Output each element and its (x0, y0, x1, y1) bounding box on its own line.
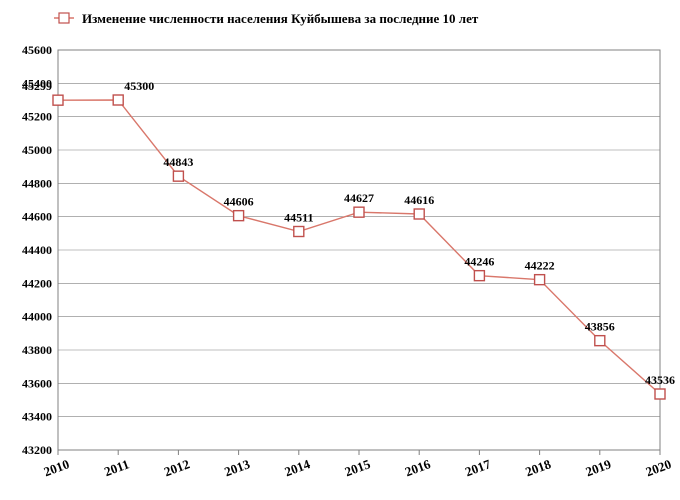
data-label: 44511 (284, 211, 313, 225)
data-marker (294, 227, 304, 237)
data-label: 44843 (163, 155, 193, 169)
data-marker (53, 95, 63, 105)
y-tick-label: 44000 (22, 310, 52, 324)
legend-marker-icon (59, 13, 69, 23)
legend-label: Изменение численности населения Куйбышев… (82, 11, 479, 26)
y-tick-label: 44600 (22, 210, 52, 224)
data-marker (655, 389, 665, 399)
data-label: 43856 (585, 320, 615, 334)
y-tick-label: 44800 (22, 176, 52, 190)
data-marker (414, 209, 424, 219)
y-tick-label: 43800 (22, 343, 52, 357)
data-marker (354, 207, 364, 217)
data-marker (535, 275, 545, 285)
data-marker (474, 271, 484, 281)
y-tick-label: 44200 (22, 276, 52, 290)
y-tick-label: 45000 (22, 143, 52, 157)
data-label: 44627 (344, 191, 374, 205)
y-tick-label: 45200 (22, 110, 52, 124)
data-marker (173, 171, 183, 181)
data-label: 44606 (224, 195, 254, 209)
data-label: 45299 (22, 79, 52, 93)
y-tick-label: 43600 (22, 376, 52, 390)
y-tick-label: 43200 (22, 443, 52, 457)
data-label: 43536 (645, 373, 675, 387)
data-marker (234, 211, 244, 221)
y-tick-label: 44400 (22, 243, 52, 257)
data-marker (595, 336, 605, 346)
y-tick-label: 45600 (22, 43, 52, 57)
data-label: 44222 (525, 259, 555, 273)
y-tick-label: 43400 (22, 410, 52, 424)
data-marker (113, 95, 123, 105)
data-label: 44616 (404, 193, 434, 207)
data-label: 44246 (464, 255, 494, 269)
population-line-chart: 43200 43400 43600 43800 44000 44200 44400 44600… (0, 0, 680, 500)
data-label: 45300 (124, 79, 154, 93)
